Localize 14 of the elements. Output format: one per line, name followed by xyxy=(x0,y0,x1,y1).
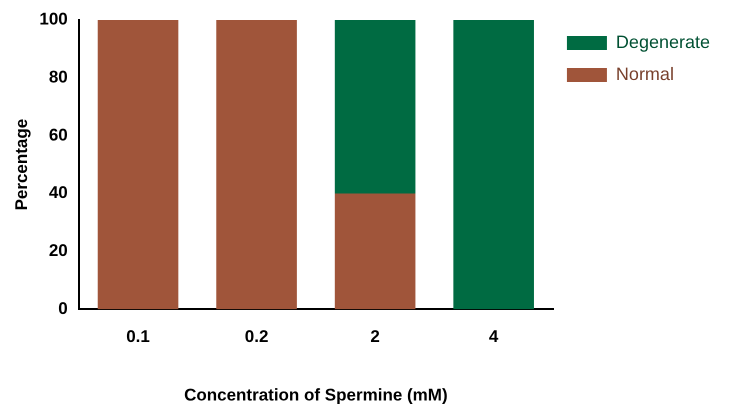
y-tick-label: 100 xyxy=(39,10,68,29)
y-tick-label: 20 xyxy=(48,241,68,260)
legend-label: Degenerate xyxy=(616,32,710,52)
y-axis-title: Percentage xyxy=(12,118,31,210)
y-tick-label: 40 xyxy=(48,183,68,202)
y-tick-label: 80 xyxy=(48,68,68,87)
y-tick-label: 0 xyxy=(58,298,68,318)
x-tick-label: 4 xyxy=(488,327,499,346)
x-tick-label: 0.2 xyxy=(244,327,268,346)
x-axis-title: Concentration of Spermine (mM) xyxy=(184,385,448,404)
x-tick-label: 0.1 xyxy=(126,327,150,346)
y-tick-label: 60 xyxy=(48,125,68,144)
legend-label: Normal xyxy=(616,64,674,84)
x-tick-label: 2 xyxy=(370,327,380,346)
